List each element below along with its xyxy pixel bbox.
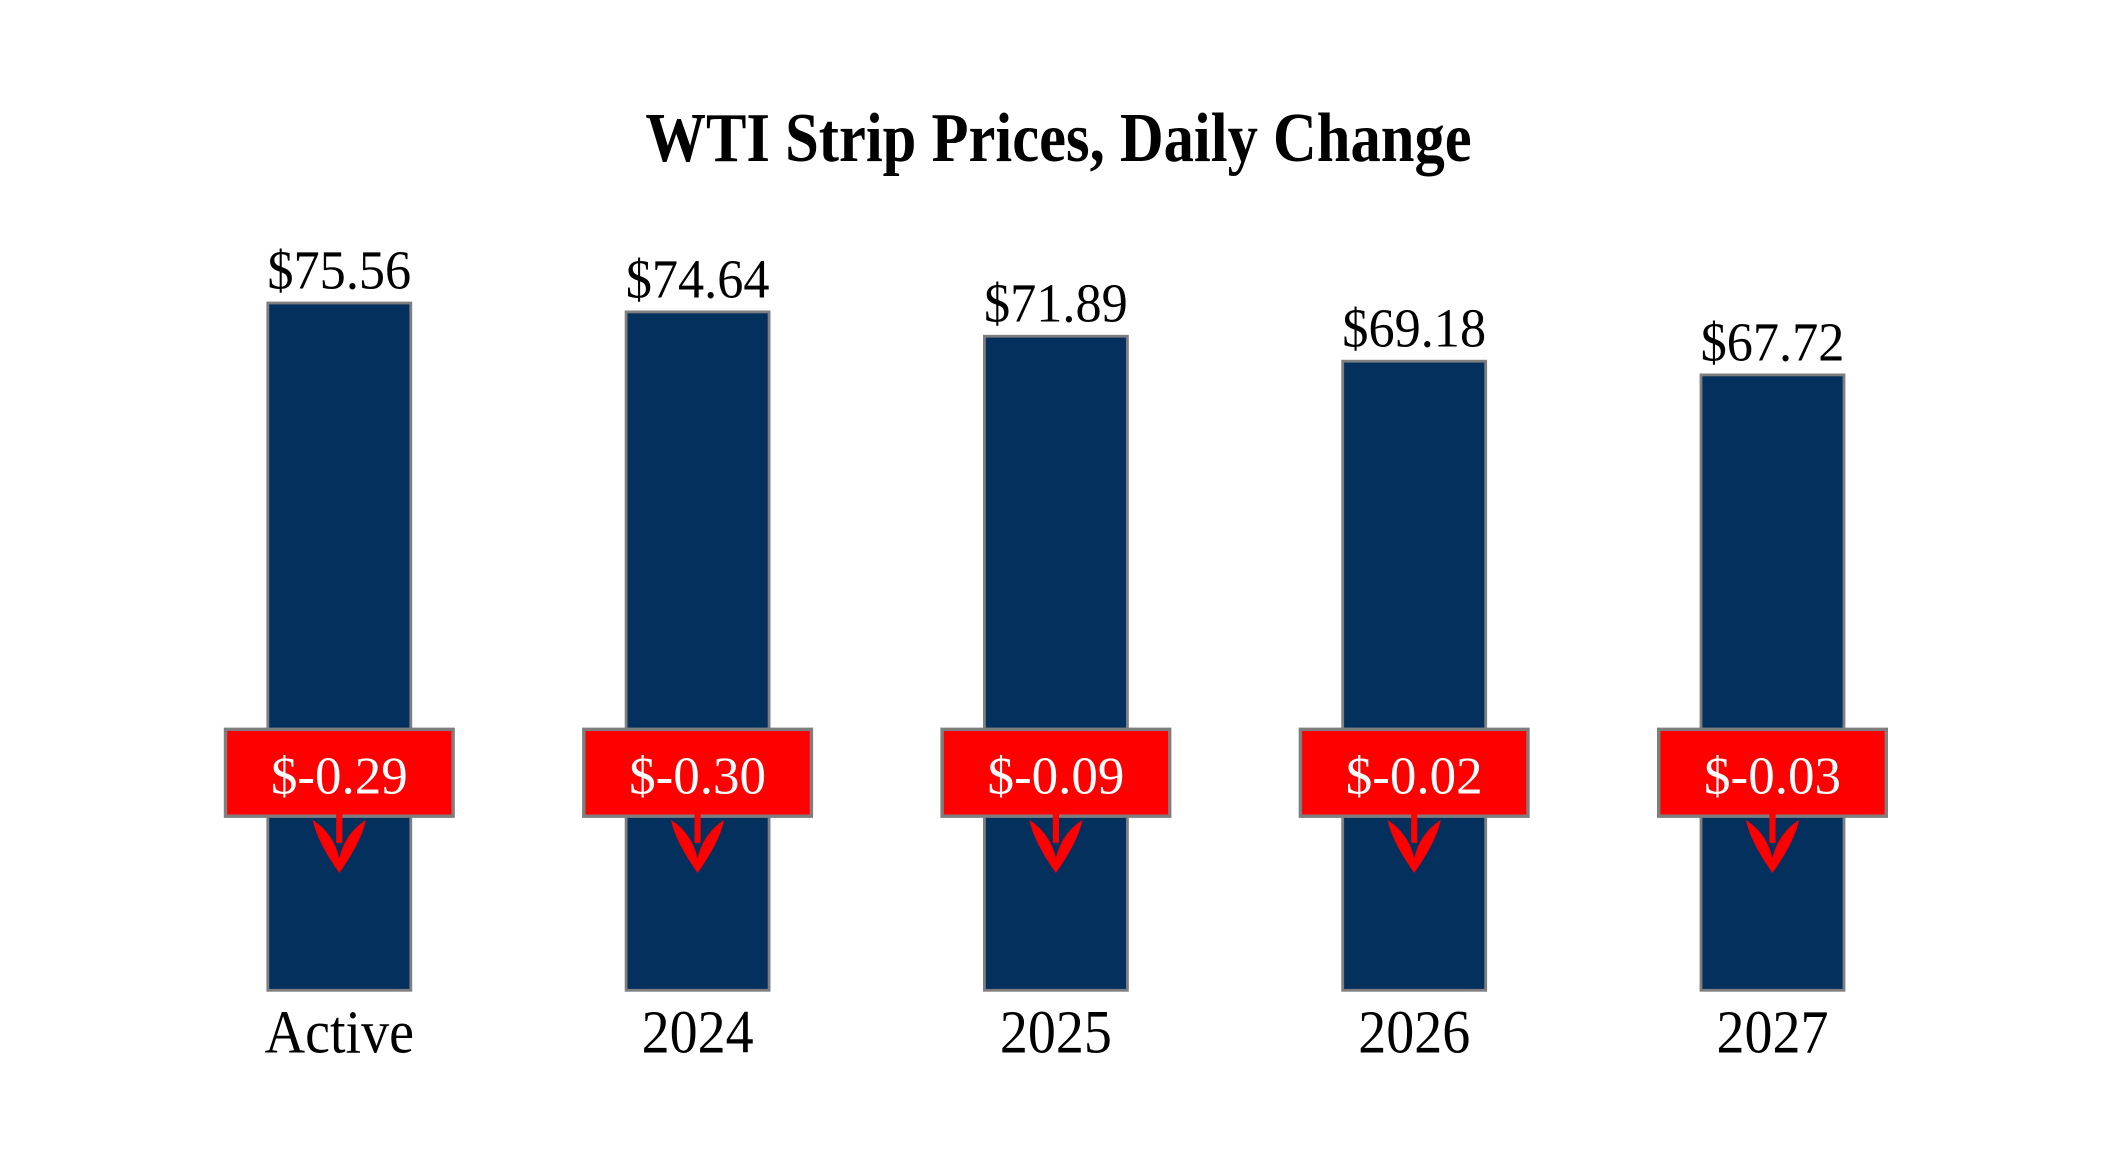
svg-text:$71.89: $71.89: [984, 272, 1128, 333]
svg-text:$-0.30: $-0.30: [629, 747, 766, 805]
svg-text:WTI Strip Prices, Daily Change: WTI Strip Prices, Daily Change: [645, 100, 1471, 177]
svg-text:$74.64: $74.64: [626, 248, 770, 309]
svg-text:$-0.02: $-0.02: [1346, 747, 1483, 805]
svg-text:$-0.03: $-0.03: [1704, 747, 1841, 805]
svg-text:$69.18: $69.18: [1342, 297, 1486, 358]
svg-text:2024: 2024: [642, 998, 754, 1066]
svg-text:$75.56: $75.56: [267, 239, 411, 300]
svg-text:Active: Active: [265, 998, 414, 1066]
svg-text:$67.72: $67.72: [1701, 311, 1845, 372]
svg-text:$-0.09: $-0.09: [987, 747, 1124, 805]
svg-text:$-0.29: $-0.29: [271, 747, 408, 805]
svg-text:2027: 2027: [1717, 998, 1829, 1066]
svg-text:2025: 2025: [1000, 998, 1112, 1066]
svg-text:2026: 2026: [1358, 998, 1470, 1066]
